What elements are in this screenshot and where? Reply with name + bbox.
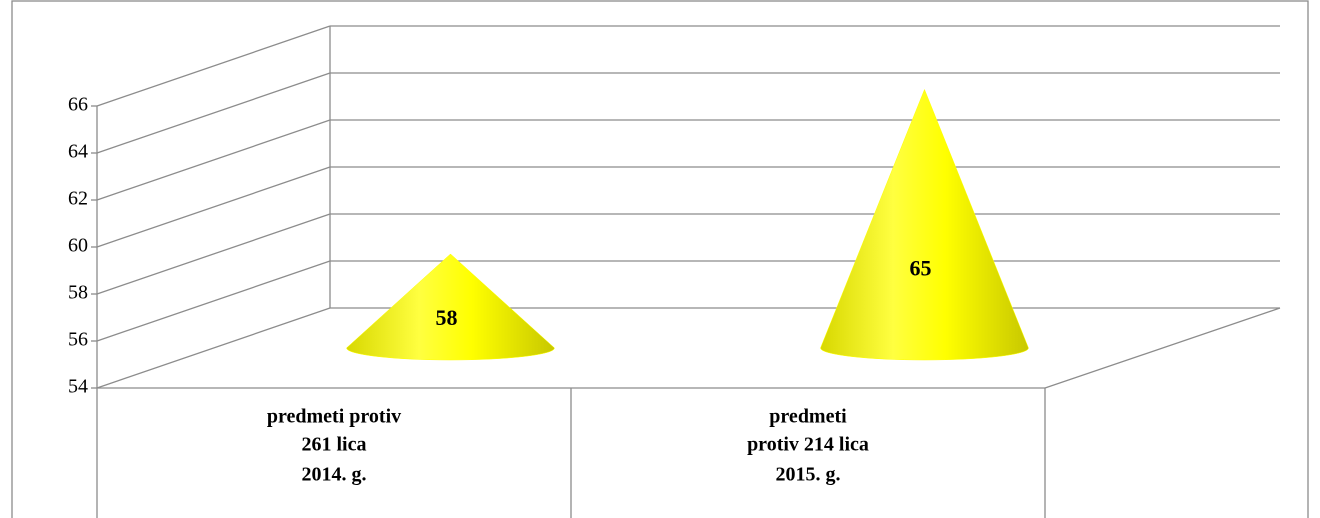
y-tick-label: 66 <box>68 94 88 116</box>
y-tick-label: 58 <box>68 282 88 304</box>
y-tick-label: 62 <box>68 188 88 210</box>
grid-line <box>96 213 331 295</box>
cone <box>820 88 1029 361</box>
group-label: 2014. g. <box>302 464 367 486</box>
y-tick-label: 60 <box>68 235 88 257</box>
x-tick-label: 261 lica <box>302 434 367 456</box>
grid-line <box>96 307 331 389</box>
value-label: 65 <box>910 255 932 280</box>
group-label: 2015. g. <box>776 464 841 486</box>
y-tick-label: 64 <box>68 141 88 163</box>
y-tick-label: 54 <box>68 376 88 398</box>
grid-line <box>96 25 331 107</box>
x-tick-label: predmeti <box>769 406 847 428</box>
grid-line <box>96 119 331 201</box>
x-tick-label: protiv 214 lica <box>747 434 869 456</box>
floor-edge <box>1044 307 1281 389</box>
grid-line <box>96 166 331 248</box>
frame <box>11 0 1309 518</box>
grid-line <box>96 260 331 342</box>
grid-line <box>96 72 331 154</box>
y-tick-label: 56 <box>68 329 88 351</box>
x-tick-label: predmeti protiv <box>267 406 401 428</box>
cone <box>346 253 555 361</box>
value-label: 58 <box>436 305 458 330</box>
